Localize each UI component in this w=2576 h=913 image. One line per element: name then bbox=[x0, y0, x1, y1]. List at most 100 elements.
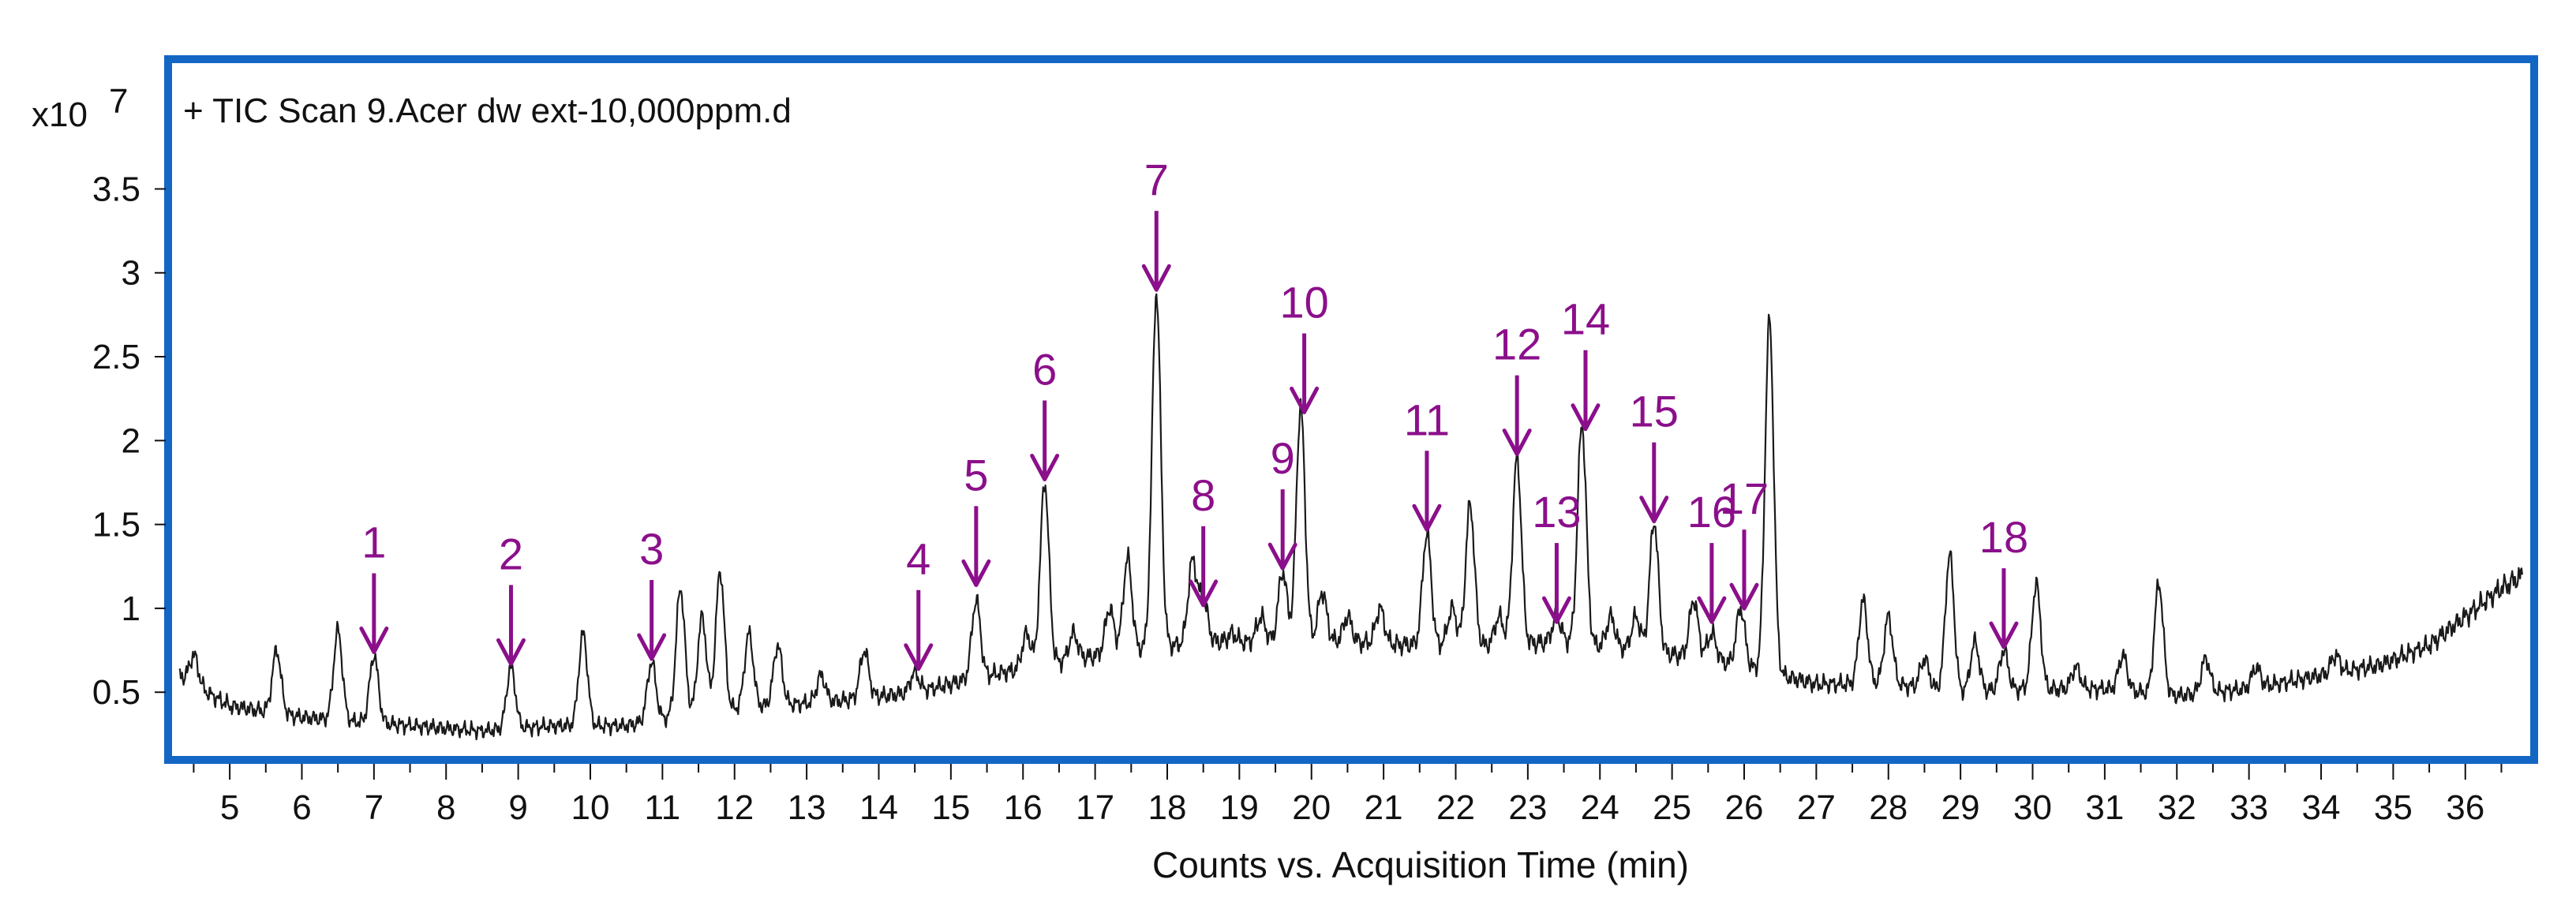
peak-annotation-2: 2 bbox=[496, 529, 526, 666]
x-tick-label: 6 bbox=[292, 788, 311, 827]
y-exponent-label: 7 bbox=[109, 82, 128, 121]
x-tick-label: 24 bbox=[1581, 788, 1619, 827]
annotation-label: 14 bbox=[1561, 294, 1610, 344]
x-tick-label: 31 bbox=[2085, 788, 2124, 827]
annotation-label: 5 bbox=[964, 450, 988, 500]
annotation-arrow-head bbox=[1697, 596, 1727, 624]
annotation-label: 18 bbox=[1979, 512, 2028, 562]
peak-annotation-4: 4 bbox=[904, 534, 934, 672]
x-tick-label: 33 bbox=[2230, 788, 2268, 827]
annotation-arrow-head bbox=[904, 643, 934, 672]
peak-annotation-11: 11 bbox=[1404, 395, 1450, 532]
x-tick-label: 25 bbox=[1653, 788, 1691, 827]
annotation-label: 4 bbox=[906, 534, 930, 584]
x-tick-label: 27 bbox=[1797, 788, 1836, 827]
y-tick-label: 3 bbox=[122, 254, 140, 293]
peak-annotation-6: 6 bbox=[1030, 344, 1060, 481]
annotation-arrow-head bbox=[1729, 582, 1759, 611]
annotation-arrow-head bbox=[1189, 579, 1219, 608]
annotation-arrow-head bbox=[1030, 453, 1060, 481]
annotation-label: 2 bbox=[499, 529, 523, 578]
annotation-arrow-head bbox=[637, 633, 667, 661]
annotation-label: 13 bbox=[1532, 487, 1581, 537]
annotation-arrow-head bbox=[1639, 496, 1669, 524]
plot-frame bbox=[164, 55, 2538, 764]
x-tick-label: 23 bbox=[1508, 788, 1547, 827]
x-axis: 5 6 7 8 9 10 11 12 13 14 15 16 17 18 19 20 21 22 23 24 25 26 2… bbox=[193, 764, 2503, 827]
x-tick-label: 36 bbox=[2446, 788, 2484, 827]
peak-annotation-18: 18 bbox=[1979, 512, 2028, 649]
x-tick-label: 13 bbox=[788, 788, 826, 827]
y-multiplier-label: x10 bbox=[32, 95, 88, 134]
peak-annotation-9: 9 bbox=[1267, 433, 1297, 571]
peak-annotation-17: 17 bbox=[1720, 473, 1769, 611]
peak-annotation-12: 12 bbox=[1492, 320, 1541, 457]
x-tick-label: 14 bbox=[859, 788, 898, 827]
annotation-arrow-head bbox=[1290, 386, 1320, 414]
x-tick-label: 30 bbox=[2013, 788, 2052, 827]
annotation-label: 17 bbox=[1720, 473, 1769, 523]
tic-trace-line bbox=[178, 293, 2523, 741]
x-tick-label: 20 bbox=[1292, 788, 1331, 827]
annotation-label: 9 bbox=[1271, 433, 1295, 483]
x-tick-label: 16 bbox=[1004, 788, 1043, 827]
x-tick-label: 21 bbox=[1365, 788, 1403, 827]
x-tick-label: 9 bbox=[508, 788, 527, 827]
peak-annotation-14: 14 bbox=[1561, 294, 1610, 432]
annotation-arrow-head bbox=[1989, 621, 2019, 649]
annotation-label: 7 bbox=[1144, 155, 1169, 204]
peak-annotation-16: 16 bbox=[1687, 487, 1736, 624]
y-axis: 0.5 1 1.5 2 2.5 3 3.5 bbox=[92, 170, 166, 712]
annotation-arrow-head bbox=[1267, 542, 1297, 571]
y-tick-label: 0.5 bbox=[92, 673, 140, 712]
peak-annotation-3: 3 bbox=[637, 524, 667, 661]
x-tick-label: 12 bbox=[715, 788, 754, 827]
peak-annotation-8: 8 bbox=[1189, 470, 1219, 608]
y-tick-label: 1 bbox=[122, 589, 140, 628]
peak-annotation-15: 15 bbox=[1630, 387, 1679, 524]
annotation-label: 11 bbox=[1404, 395, 1450, 444]
annotation-label: 3 bbox=[639, 524, 664, 574]
y-tick-label: 2.5 bbox=[92, 338, 140, 376]
annotation-arrow-head bbox=[1412, 503, 1442, 532]
annotation-arrow-head bbox=[1502, 428, 1532, 457]
trace-layer bbox=[178, 293, 2523, 741]
x-tick-label: 18 bbox=[1148, 788, 1187, 827]
annotation-label: 12 bbox=[1492, 320, 1541, 369]
x-tick-label: 22 bbox=[1436, 788, 1475, 827]
x-tick-label: 34 bbox=[2302, 788, 2341, 827]
annotation-label: 10 bbox=[1279, 277, 1328, 327]
x-tick-label: 29 bbox=[1941, 788, 1980, 827]
annotation-arrow-head bbox=[961, 559, 991, 587]
peak-annotation-1: 1 bbox=[359, 517, 389, 654]
annotation-label: 8 bbox=[1191, 470, 1215, 520]
x-tick-label: 10 bbox=[571, 788, 610, 827]
peak-annotation-10: 10 bbox=[1279, 277, 1329, 414]
annotation-arrow-head bbox=[1141, 264, 1171, 292]
annotation-arrow-head bbox=[1541, 596, 1571, 624]
x-tick-label: 26 bbox=[1725, 788, 1764, 827]
x-tick-label: 32 bbox=[2158, 788, 2196, 827]
x-tick-label: 28 bbox=[1869, 788, 1908, 827]
x-tick-label: 7 bbox=[365, 788, 384, 827]
annotation-arrow-head bbox=[359, 626, 389, 654]
x-tick-label: 35 bbox=[2374, 788, 2413, 827]
annotation-label: 16 bbox=[1687, 487, 1736, 537]
annotation-arrow-head bbox=[496, 638, 526, 666]
chart-title: + TIC Scan 9.Acer dw ext-10,000ppm.d bbox=[183, 92, 792, 130]
annotation-arrow-head bbox=[1571, 403, 1601, 432]
annotation-label: 6 bbox=[1032, 344, 1057, 394]
x-tick-label: 8 bbox=[436, 788, 455, 827]
y-tick-label: 3.5 bbox=[92, 170, 140, 208]
annotation-label: 15 bbox=[1630, 387, 1679, 436]
y-tick-label: 2 bbox=[122, 421, 140, 460]
annotation-label: 1 bbox=[361, 517, 386, 567]
x-axis-title: Counts vs. Acquisition Time (min) bbox=[1152, 844, 1689, 885]
peak-annotation-7: 7 bbox=[1141, 155, 1171, 292]
peak-annotation-5: 5 bbox=[961, 450, 991, 587]
x-tick-label: 17 bbox=[1076, 788, 1114, 827]
x-tick-label: 5 bbox=[220, 788, 239, 827]
x-tick-label: 19 bbox=[1220, 788, 1259, 827]
